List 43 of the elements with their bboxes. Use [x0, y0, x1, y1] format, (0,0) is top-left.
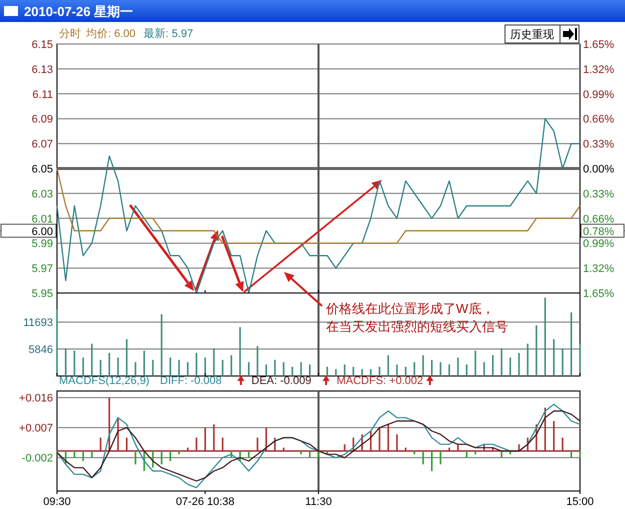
text: DIFF: -0.008 [160, 375, 222, 387]
y2-tick-label: 1.65% [583, 288, 614, 300]
y2-tick-label: 1.32% [583, 64, 614, 76]
y-tick-label: 6.05 [32, 164, 53, 176]
y2-tick-label: 0.66% [583, 114, 614, 126]
x-tick-label: 11:30 [305, 496, 332, 508]
y-tick-label: 5846 [28, 344, 53, 356]
y-tick-label: 11693 [23, 317, 53, 330]
y-tick-label: 6.01 [32, 213, 53, 226]
y2-tick-label: 1.32% [583, 263, 614, 276]
x-tick-label: 15:00 [566, 496, 594, 508]
annotation: 在当天发出强烈的短线买入信号 [326, 319, 508, 334]
y-tick-label: 5.97 [32, 263, 53, 276]
y-tick-label: 5.99 [32, 238, 53, 250]
annotation: 价格线在此位置形成了W底， [325, 301, 494, 316]
y2-tick-label: 0.99% [583, 88, 614, 101]
y2-tick-label: 1.65% [583, 39, 614, 51]
y2-tick-label: 0.33% [583, 138, 614, 151]
y-tick-label: 6.11 [32, 88, 53, 101]
y-tick-label: 6.15 [32, 39, 53, 51]
chart-title: MACDFS(12,26,9) [59, 375, 150, 387]
y2-tick-label: 0.99% [583, 238, 614, 250]
y-tick-label: 6.03 [32, 188, 53, 200]
chart-title: 2010-07-26 星期一 [24, 4, 134, 19]
chart-subtitle: 分时 [59, 27, 81, 40]
x-tick-label: 07-26 10:38 [176, 496, 235, 508]
y-tick-label: 6.13 [32, 64, 53, 76]
text: 历史重现 [510, 28, 554, 41]
text: 均价: 6.00 [85, 28, 136, 40]
text: MACDFS: +0.002 [336, 375, 424, 387]
y-tick-label: +0.016 [19, 392, 53, 405]
ref-line-label: 6.00 [32, 226, 53, 238]
y-tick-label: 6.09 [32, 114, 53, 126]
x-tick-label: 09:30 [43, 496, 71, 508]
y2-tick-label: 0.66% [583, 213, 614, 226]
text: DEA: -0.009 [251, 375, 312, 387]
y2-tick-label: 0.33% [583, 188, 614, 200]
y-tick-label: -0.002 [22, 452, 53, 465]
y-tick-label: +0.007 [19, 422, 53, 435]
text: 最新: 5.97 [144, 27, 194, 40]
y-tick-label: 6.07 [32, 138, 53, 151]
y2-tick-label: 0.00% [583, 164, 614, 176]
y-tick-label: 5.95 [32, 288, 53, 300]
